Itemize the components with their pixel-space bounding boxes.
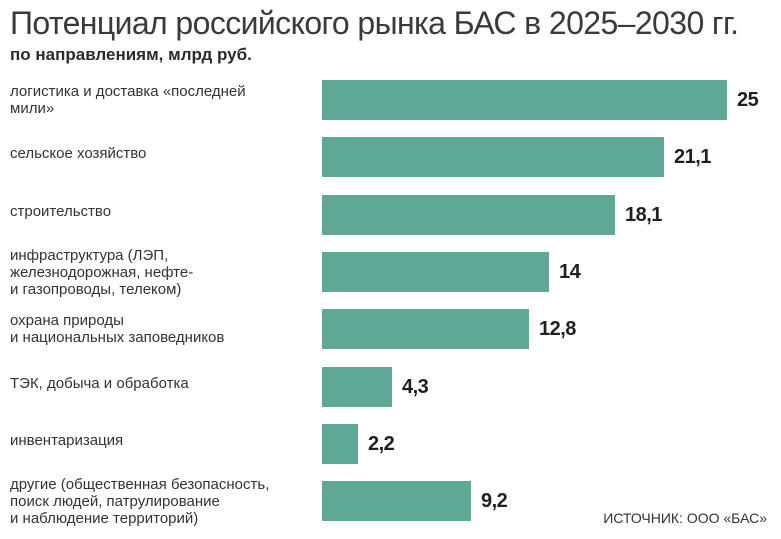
category-label: ТЭК, добыча и обработка xyxy=(10,375,310,392)
value-label: 9,2 xyxy=(481,490,508,512)
bar xyxy=(322,80,727,120)
category-label: строительство xyxy=(10,203,310,220)
bar xyxy=(322,137,664,177)
category-label-line: мили» xyxy=(10,100,55,117)
category-label-line: сельское хозяйство xyxy=(10,144,147,162)
category-label: охрана природы и национальных заповеднико… xyxy=(10,312,310,346)
bar xyxy=(322,195,615,235)
value-label: 2,2 xyxy=(368,433,395,455)
value-label: 4,3 xyxy=(402,376,429,398)
bar xyxy=(322,367,392,407)
category-label-line: инфраструктура (ЛЭП, xyxy=(10,246,169,264)
chart-subtitle: по направлениям, млрд руб. xyxy=(10,45,252,64)
bar xyxy=(322,424,358,464)
category-label-line: инвентаризация xyxy=(10,431,124,449)
category-label: другие (общественная безопасность, поиск … xyxy=(10,476,310,527)
category-label-line: строительство xyxy=(10,202,112,220)
chart-title: Потенциал российского рынка БАС в 2025–2… xyxy=(10,5,739,41)
category-label-line: железнодорожная, нефте- xyxy=(10,263,194,281)
category-label: инфраструктура (ЛЭП, железнодорожная, неф… xyxy=(10,247,310,298)
source-note: ИСТОЧНИК: ООО «БАС» xyxy=(603,510,767,526)
category-label-line: поиск людей, патрулирование xyxy=(10,492,220,510)
value-label: 14 xyxy=(559,261,581,283)
category-label-line: другие (общественная безопасность, xyxy=(10,475,270,493)
category-label: сельское хозяйство xyxy=(10,145,310,162)
bar xyxy=(322,481,471,521)
category-label: логистика и доставка «последней мили» xyxy=(10,83,310,117)
category-label-line: и газопроводы, телеком) xyxy=(10,280,182,298)
value-label: 18,1 xyxy=(625,204,662,226)
value-label: 25 xyxy=(737,89,759,111)
bar xyxy=(322,252,549,292)
value-label: 21,1 xyxy=(674,146,711,168)
category-label-line: охрана природы xyxy=(10,312,124,329)
value-label: 12,8 xyxy=(539,318,576,340)
category-label-line: и наблюдение территорий) xyxy=(10,509,199,527)
bar xyxy=(322,309,529,349)
category-label-line: ТЭК, добыча и обработка xyxy=(10,374,189,392)
category-label-line: логистика и доставка «последней xyxy=(10,83,246,100)
category-label-line: и национальных заповедников xyxy=(10,329,225,346)
category-label: инвентаризация xyxy=(10,432,310,449)
